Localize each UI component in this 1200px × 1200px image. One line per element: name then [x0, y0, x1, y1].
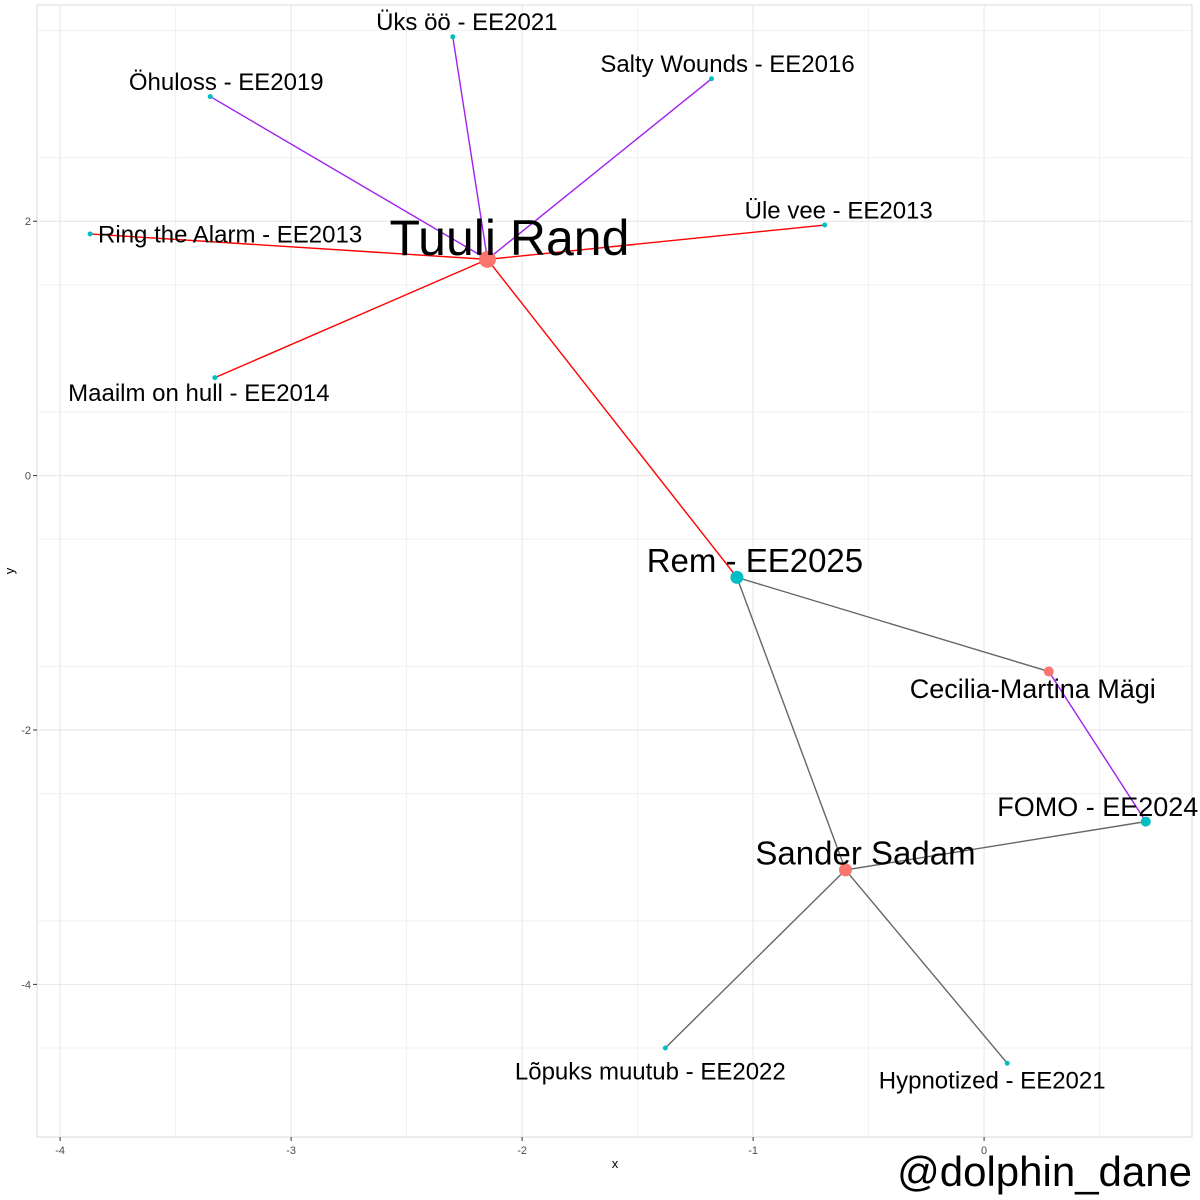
edge-tuuli-maailm — [214, 258, 488, 379]
edge-sander-fomo — [845, 820, 1146, 871]
x-tick-label: -1 — [748, 1145, 758, 1157]
x-axis-title: x — [612, 1156, 619, 1171]
label-rem: Rem - EE2025 — [647, 542, 863, 579]
edge-cecilia-fomo — [1048, 671, 1147, 822]
label-cecilia: Cecilia-Martina Mägi — [910, 674, 1156, 704]
node-hypno — [1004, 1060, 1010, 1066]
y-tick-label: 0 — [25, 471, 31, 483]
node-uksoo — [450, 34, 456, 40]
edge-rem-sander — [736, 577, 847, 871]
node-rem — [730, 570, 744, 584]
label-salty: Salty Wounds - EE2016 — [600, 51, 854, 78]
label-lopuks: Lõpuks muutub - EE2022 — [515, 1058, 786, 1085]
credit-text: @dolphin_dane — [897, 1148, 1192, 1195]
node-ring — [87, 231, 93, 237]
edge-tuuli-salty — [487, 78, 712, 260]
edge-sander-hypno — [844, 869, 1008, 1064]
label-tuuli: Tuuli Rand — [389, 210, 629, 266]
node-lopuks — [662, 1045, 668, 1051]
label-sander: Sander Sadam — [755, 834, 975, 871]
edge-sander-lopuks — [664, 869, 846, 1049]
edge-rem-cecilia — [736, 576, 1049, 673]
grid-lines — [37, 5, 1192, 1137]
y-tick-label: 2 — [25, 216, 31, 228]
edge-tuuli-ulevee — [487, 224, 825, 261]
edge-tuuli-rem — [486, 258, 738, 578]
x-tick-label: -3 — [286, 1145, 296, 1157]
y-axis-title: y — [2, 567, 17, 574]
x-tick-label: -4 — [55, 1145, 65, 1157]
label-uksoo: Üks öö - EE2021 — [376, 9, 557, 36]
edges — [90, 36, 1147, 1064]
label-ulevee: Üle vee - EE2013 — [745, 197, 933, 224]
edge-tuuli-ohuloss — [209, 95, 488, 260]
y-tick-label: -2 — [21, 725, 31, 737]
x-tick-label: -2 — [517, 1145, 527, 1157]
node-cecilia — [1043, 666, 1054, 677]
node-sander — [839, 863, 852, 877]
node-ohuloss — [207, 94, 213, 100]
label-hypno: Hypnotized - EE2021 — [879, 1068, 1106, 1095]
axes: -4 -3 -2 -1 0 2 0 -2 -4 — [21, 216, 987, 1157]
panel-background — [36, 4, 1193, 1138]
node-salty — [709, 76, 715, 82]
y-tick-label: -4 — [21, 979, 31, 991]
label-fomo: FOMO - EE2024 — [997, 792, 1198, 822]
label-maailm: Maailm on hull - EE2014 — [68, 380, 329, 407]
node-tuuli — [478, 250, 496, 268]
node-labels: Tuuli Rand Sander Sadam Cecilia-Martina Mä… — [68, 9, 1198, 1094]
x-tick-label: 0 — [981, 1145, 987, 1157]
label-ohuloss: Öhuloss - EE2019 — [129, 69, 324, 96]
edge-tuuli-ring — [90, 233, 488, 261]
nodes — [87, 34, 1151, 1066]
label-ring: Ring the Alarm - EE2013 — [98, 221, 362, 248]
edge-tuuli-uksoo — [452, 36, 489, 260]
node-fomo — [1140, 816, 1151, 827]
node-ulevee — [822, 222, 828, 228]
node-maailm — [212, 375, 218, 381]
